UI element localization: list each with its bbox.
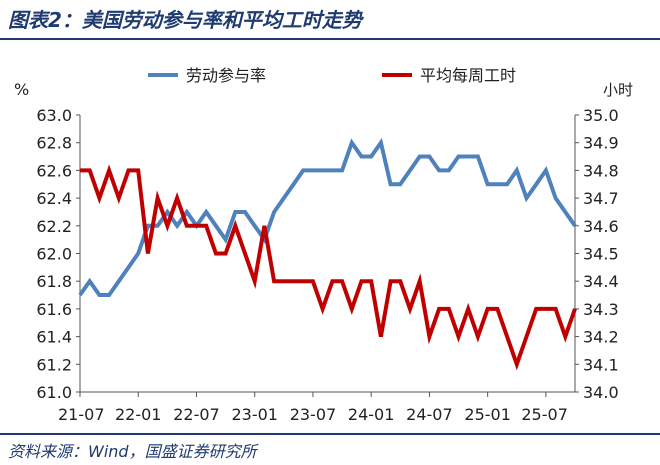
- left-axis-unit: %: [14, 80, 29, 99]
- x-tick-label: 24-07: [406, 405, 453, 424]
- right-tick-label: 34.3: [583, 300, 619, 319]
- x-tick-label: 22-07: [173, 405, 220, 424]
- legend-label-labor-participation: 劳动参与率: [186, 66, 266, 85]
- left-tick-label: 61.8: [36, 272, 72, 291]
- x-tick-label: 25-07: [521, 405, 568, 424]
- chart-title: 图表2：美国劳动参与率和平均工时走势: [8, 8, 362, 32]
- right-tick-label: 35.0: [583, 106, 619, 125]
- x-tick-label: 22-01: [115, 405, 162, 424]
- x-tick-label: 24-01: [348, 405, 395, 424]
- left-tick-label: 62.8: [36, 134, 72, 153]
- source-divider: [0, 433, 660, 435]
- x-tick-label: 23-01: [231, 405, 278, 424]
- left-tick-label: 61.6: [36, 300, 72, 319]
- title-divider: [0, 38, 660, 40]
- left-tick-label: 61.2: [36, 355, 72, 374]
- right-tick-label: 34.7: [583, 189, 619, 208]
- plot-area: 61.0 61.2 61.4 61.6 61.8 62.0 62.2 62.4 62.6 62.8…: [36, 106, 618, 424]
- right-tick-label: 34.8: [583, 161, 619, 180]
- left-tick-label: 62.0: [36, 245, 72, 264]
- left-tick-label: 62.6: [36, 161, 72, 180]
- left-tick-label: 62.4: [36, 189, 72, 208]
- right-axis-unit: 小时: [603, 81, 633, 99]
- right-tick-label: 34.5: [583, 245, 619, 264]
- legend: 劳动参与率 平均每周工时: [148, 66, 516, 85]
- legend-label-weekly-hours: 平均每周工时: [420, 66, 516, 85]
- left-tick-label: 61.0: [36, 383, 72, 402]
- left-tick-label: 63.0: [36, 106, 72, 125]
- right-tick-label: 34.4: [583, 272, 619, 291]
- source-note: 资料来源：Wind，国盛证券研究所: [8, 442, 257, 461]
- right-tick-label: 34.6: [583, 217, 619, 236]
- series-line-weekly-hours: [80, 164, 577, 371]
- x-tick-label: 23-07: [290, 405, 337, 424]
- right-tick-label: 34.9: [583, 134, 619, 153]
- right-tick-label: 34.1: [583, 355, 619, 374]
- x-tick-label: 21-07: [58, 405, 105, 424]
- left-tick-label: 61.4: [36, 328, 72, 347]
- x-tick-label: 25-01: [464, 405, 511, 424]
- series-line-labor-participation: [78, 137, 577, 297]
- right-tick-label: 34.0: [583, 383, 619, 402]
- left-tick-label: 62.2: [36, 217, 72, 236]
- right-tick-label: 34.2: [583, 328, 619, 347]
